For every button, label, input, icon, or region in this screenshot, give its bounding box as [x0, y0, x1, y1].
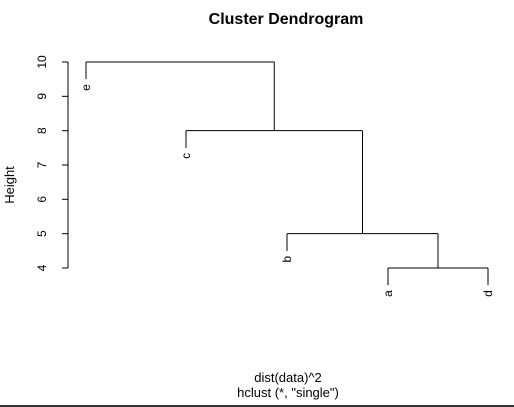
y-tick-label-10: 10	[35, 55, 49, 69]
y-tick-label-5: 5	[35, 230, 49, 237]
leaf-label-e: e	[79, 84, 93, 91]
y-tick-label-6: 6	[35, 196, 49, 203]
y-tick-label-4: 4	[35, 264, 49, 271]
chart-title: Cluster Dendrogram	[209, 11, 364, 28]
leaf-label-d: d	[481, 290, 495, 297]
bottom-border	[0, 405, 514, 407]
leaf-label-b: b	[280, 256, 294, 263]
y-axis-label: Height	[2, 166, 17, 204]
y-tick-label-8: 8	[35, 127, 49, 134]
y-tick-label-7: 7	[35, 161, 49, 168]
leaf-label-c: c	[179, 153, 193, 159]
leaf-label-a: a	[381, 290, 395, 297]
x-axis-label: dist(data)^2	[254, 370, 322, 385]
y-tick-label-9: 9	[35, 93, 49, 100]
method-subtitle: hclust (*, "single")	[237, 385, 339, 400]
